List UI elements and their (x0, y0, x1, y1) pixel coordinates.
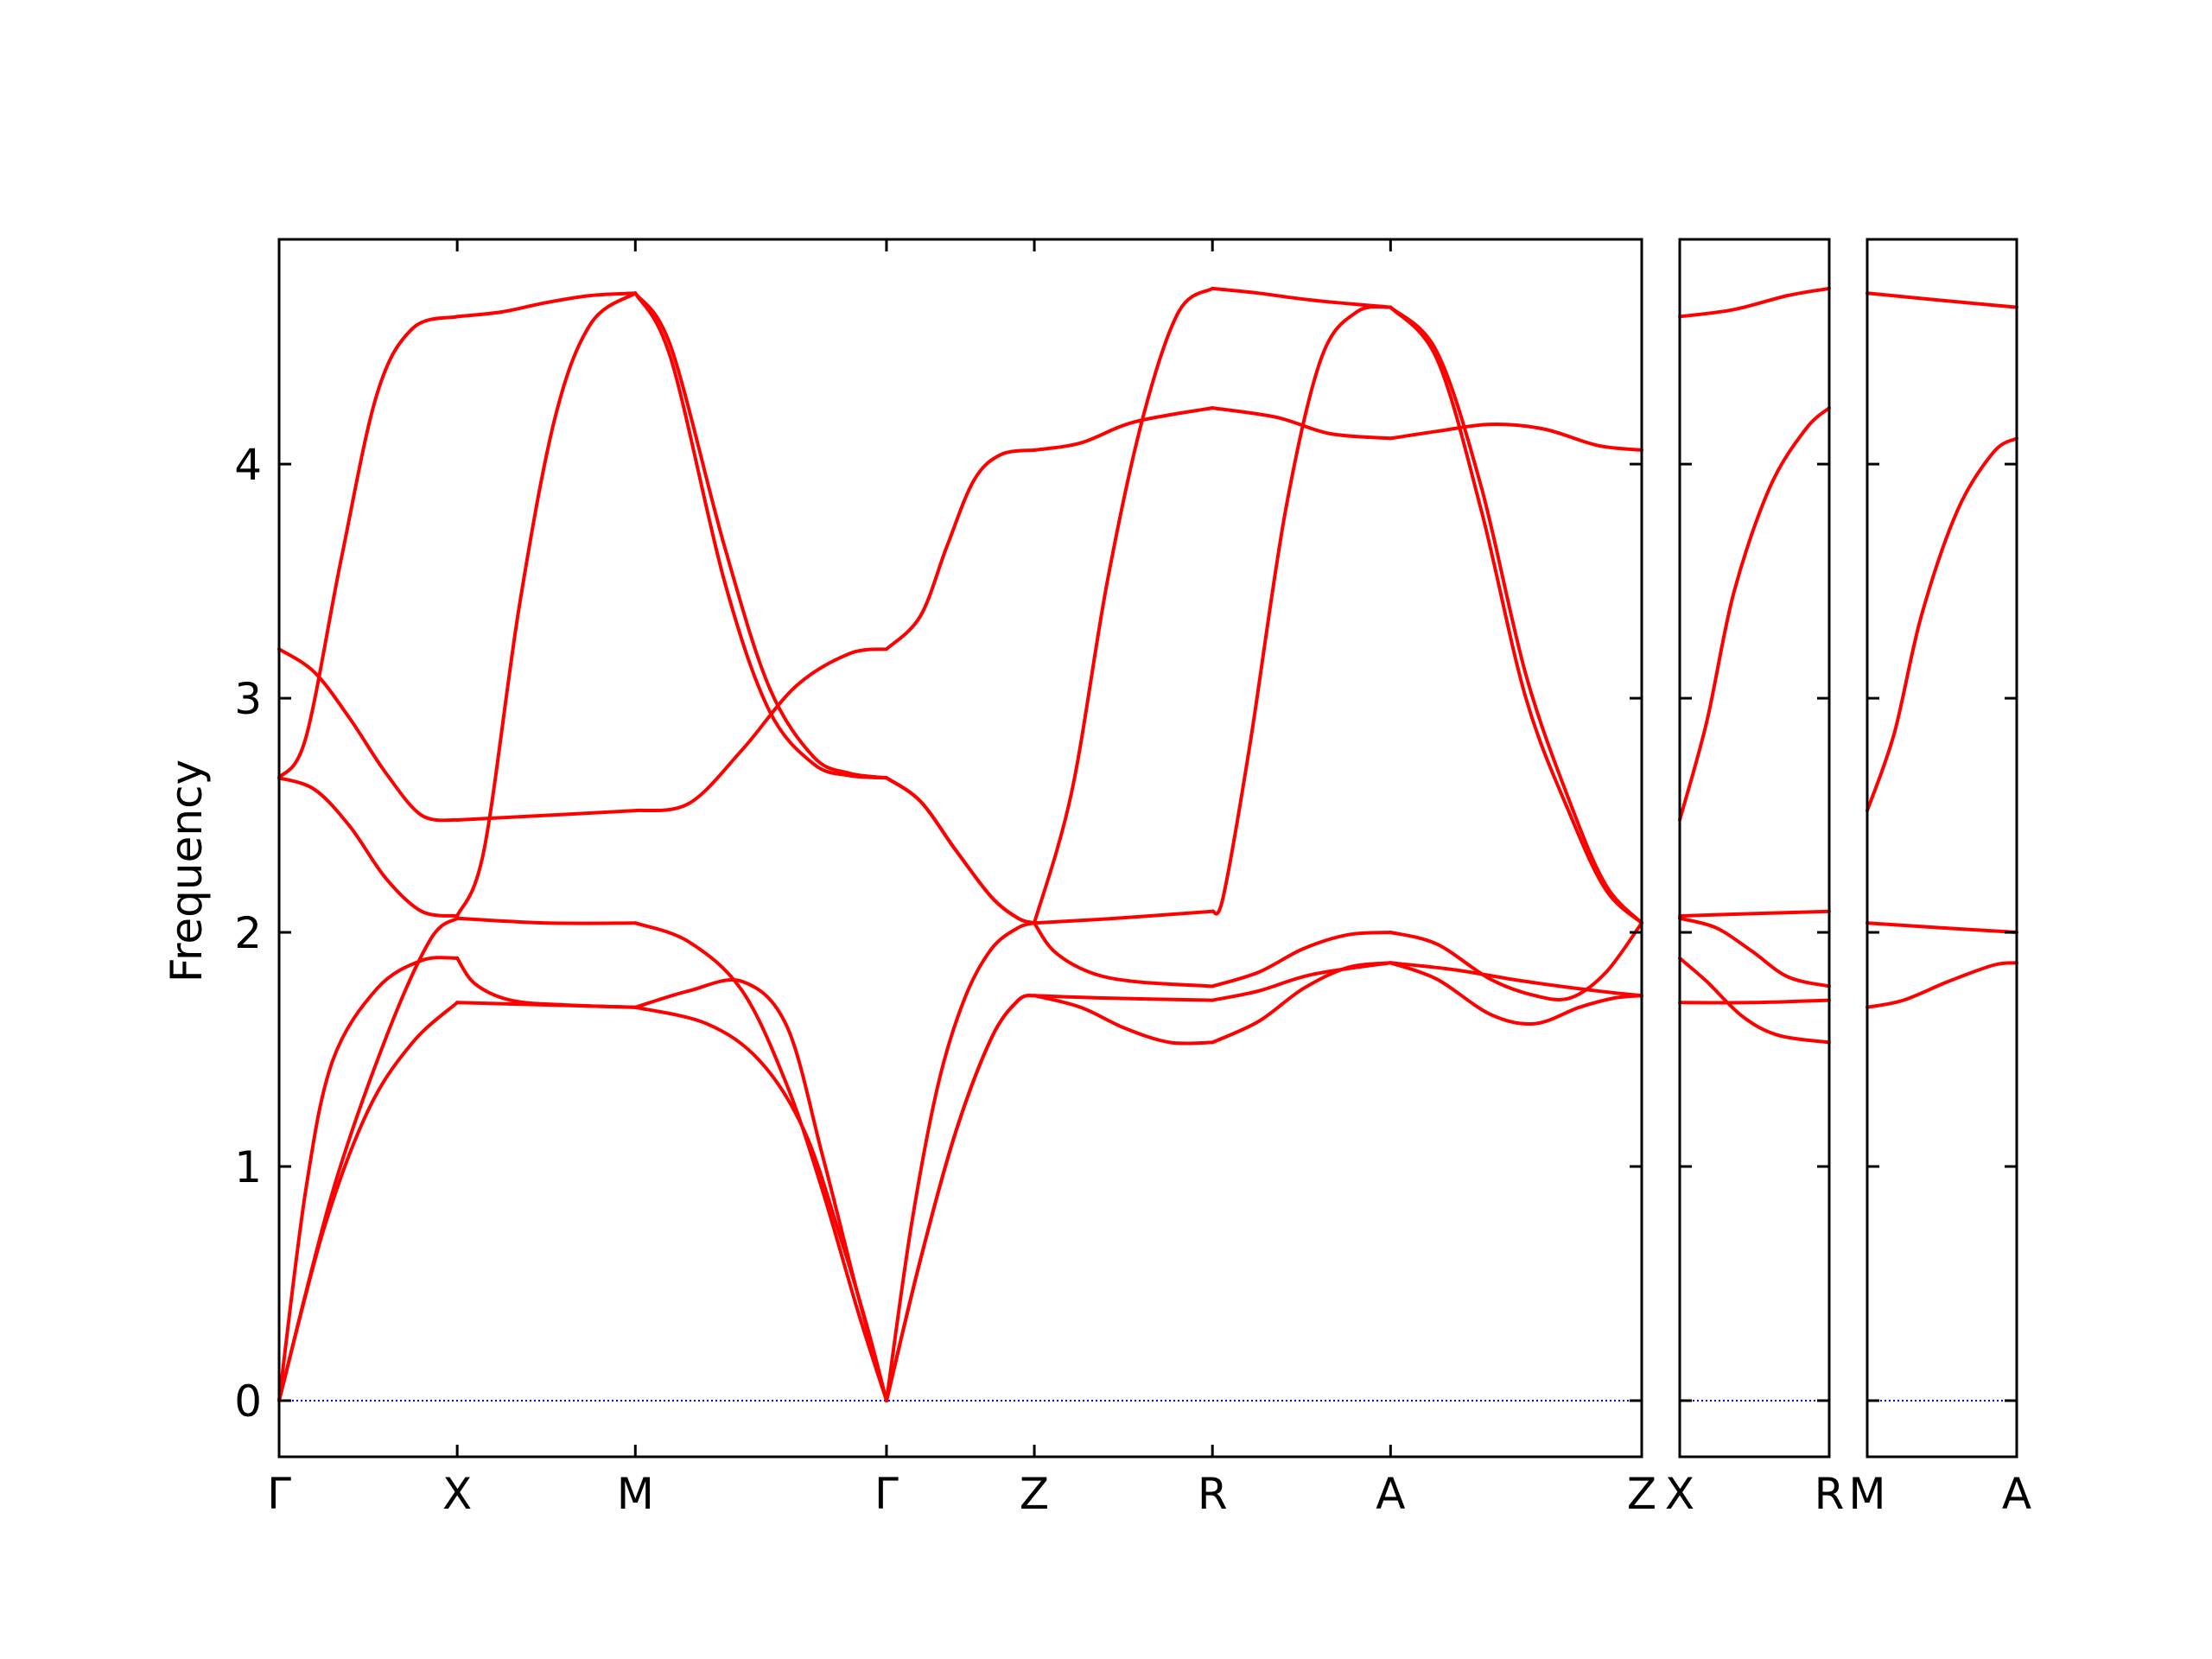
x-tick-label: A (1376, 1469, 1405, 1519)
band-line (1033, 286, 1215, 925)
band-line (633, 291, 888, 780)
band-line (633, 921, 888, 1402)
band-line (1033, 921, 1215, 988)
band-line (277, 956, 460, 1402)
band-line (1389, 961, 1643, 998)
band-line (885, 921, 1036, 1402)
band-line (633, 647, 888, 813)
band-line (277, 1001, 460, 1402)
band-line (1866, 921, 2018, 934)
band-line (885, 448, 1036, 652)
band-line (1211, 931, 1393, 988)
x-tick-label: A (2002, 1469, 2031, 1519)
plot-frame (1678, 238, 1831, 1459)
band-line (277, 916, 460, 1402)
band-line (277, 647, 460, 823)
panel-1: Γ X M Γ Z R A Z 0 1 2 3 4 (234, 238, 1656, 1519)
plot-frame (277, 238, 1643, 1459)
band-line (1389, 305, 1643, 925)
band-line (1033, 994, 1215, 1002)
band-line (277, 315, 460, 780)
band-line (1866, 961, 2018, 1009)
band-line (885, 776, 1036, 925)
band-line (455, 291, 638, 918)
x-tick-label: X (442, 1469, 472, 1519)
band-line (455, 956, 638, 1009)
band-line (1678, 286, 1831, 319)
x-tick-label: R (1815, 1469, 1845, 1519)
x-tick-label: Z (1627, 1469, 1656, 1519)
band-line (1866, 436, 2018, 813)
band-line (1678, 909, 1831, 918)
band-line (633, 978, 888, 1402)
y-tick-label: 2 (234, 908, 262, 958)
band-line (1389, 305, 1643, 925)
x-tick-label: Γ (267, 1469, 291, 1519)
band-line (885, 776, 1036, 925)
band-line (1389, 423, 1643, 452)
x-tick-label: Z (1020, 1469, 1049, 1519)
y-axis-label: Frequency (162, 760, 212, 982)
band-line (1389, 961, 1643, 1026)
band-line (1678, 406, 1831, 822)
band-line (633, 291, 888, 780)
band-line (1211, 406, 1393, 441)
x-tick-label: Γ (874, 1469, 899, 1519)
band-line (1678, 998, 1831, 1005)
y-tick-label: 1 (234, 1142, 262, 1192)
band-line (1033, 909, 1215, 925)
band-line (1866, 291, 2018, 309)
band-line (885, 994, 1036, 1402)
band-line (1211, 961, 1393, 1045)
x-tick-label: M (617, 1469, 654, 1519)
x-tick-label: X (1665, 1469, 1694, 1519)
band-line (1678, 916, 1831, 988)
band-line (1211, 961, 1393, 1002)
y-tick-label: 3 (234, 674, 262, 724)
band-line (1211, 304, 1393, 916)
band-line (277, 776, 460, 918)
band-line (1389, 921, 1643, 1001)
y-tick-label: 4 (234, 440, 262, 490)
band-line (1678, 956, 1831, 1045)
band-line (1033, 994, 1215, 1046)
band-line (633, 1005, 888, 1402)
y-tick-label: 0 (234, 1376, 262, 1427)
band-line (455, 291, 638, 319)
band-line (1033, 406, 1215, 452)
band-line (455, 916, 638, 925)
x-tick-label: M (1848, 1469, 1885, 1519)
band-line (455, 809, 638, 822)
band-line (885, 994, 1036, 1402)
x-tick-label: R (1198, 1469, 1228, 1519)
band-line (1211, 286, 1393, 309)
plot-frame (1866, 238, 2018, 1459)
